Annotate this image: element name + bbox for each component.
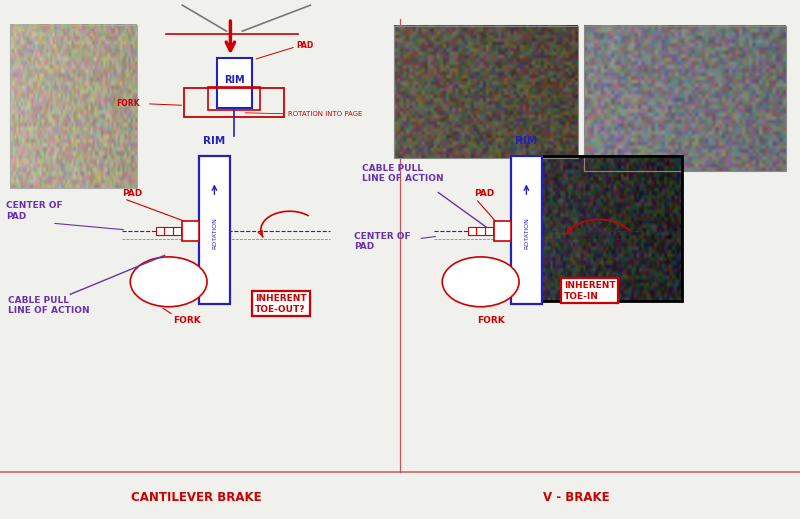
Text: ROTATION: ROTATION [212, 216, 217, 249]
Bar [217, 58, 252, 107]
Circle shape [442, 257, 519, 307]
Bar [184, 88, 285, 117]
Bar [173, 227, 182, 235]
Bar [468, 227, 476, 235]
Bar [199, 156, 230, 304]
Text: INHERENT
TOE-IN: INHERENT TOE-IN [564, 281, 616, 301]
Text: CENTER OF
PAD: CENTER OF PAD [354, 231, 411, 251]
Text: RIM: RIM [224, 75, 245, 86]
Text: FORK: FORK [477, 316, 504, 325]
Text: PAD: PAD [474, 189, 494, 198]
Text: CABLE PULL
LINE OF ACTION: CABLE PULL LINE OF ACTION [362, 164, 444, 183]
Bar [485, 227, 494, 235]
Text: CANTILEVER BRAKE: CANTILEVER BRAKE [130, 490, 262, 504]
Text: RIM: RIM [203, 136, 226, 146]
Bar [530, 156, 682, 301]
Text: INHERENT
TOE-OUT?: INHERENT TOE-OUT? [255, 294, 307, 313]
Bar [394, 26, 578, 158]
Bar [164, 227, 173, 235]
Text: FORK: FORK [173, 316, 200, 325]
Bar [476, 227, 485, 235]
Text: ROTATION: ROTATION [524, 216, 529, 249]
Bar [584, 26, 786, 171]
Text: V - BRAKE: V - BRAKE [542, 490, 610, 504]
Bar [511, 156, 542, 304]
Text: CENTER OF
PAD: CENTER OF PAD [6, 201, 63, 221]
Bar [494, 221, 511, 241]
Text: RIM: RIM [515, 136, 538, 146]
Bar [182, 221, 199, 241]
Text: FORK: FORK [116, 99, 140, 108]
Bar [208, 87, 260, 110]
Text: PAD: PAD [122, 189, 142, 198]
Bar [156, 227, 164, 235]
Text: CABLE PULL
LINE OF ACTION: CABLE PULL LINE OF ACTION [8, 296, 90, 315]
Text: ROTATION INTO PAGE: ROTATION INTO PAGE [288, 111, 362, 117]
Circle shape [130, 257, 207, 307]
Text: PAD: PAD [296, 40, 314, 50]
Bar [10, 25, 137, 188]
